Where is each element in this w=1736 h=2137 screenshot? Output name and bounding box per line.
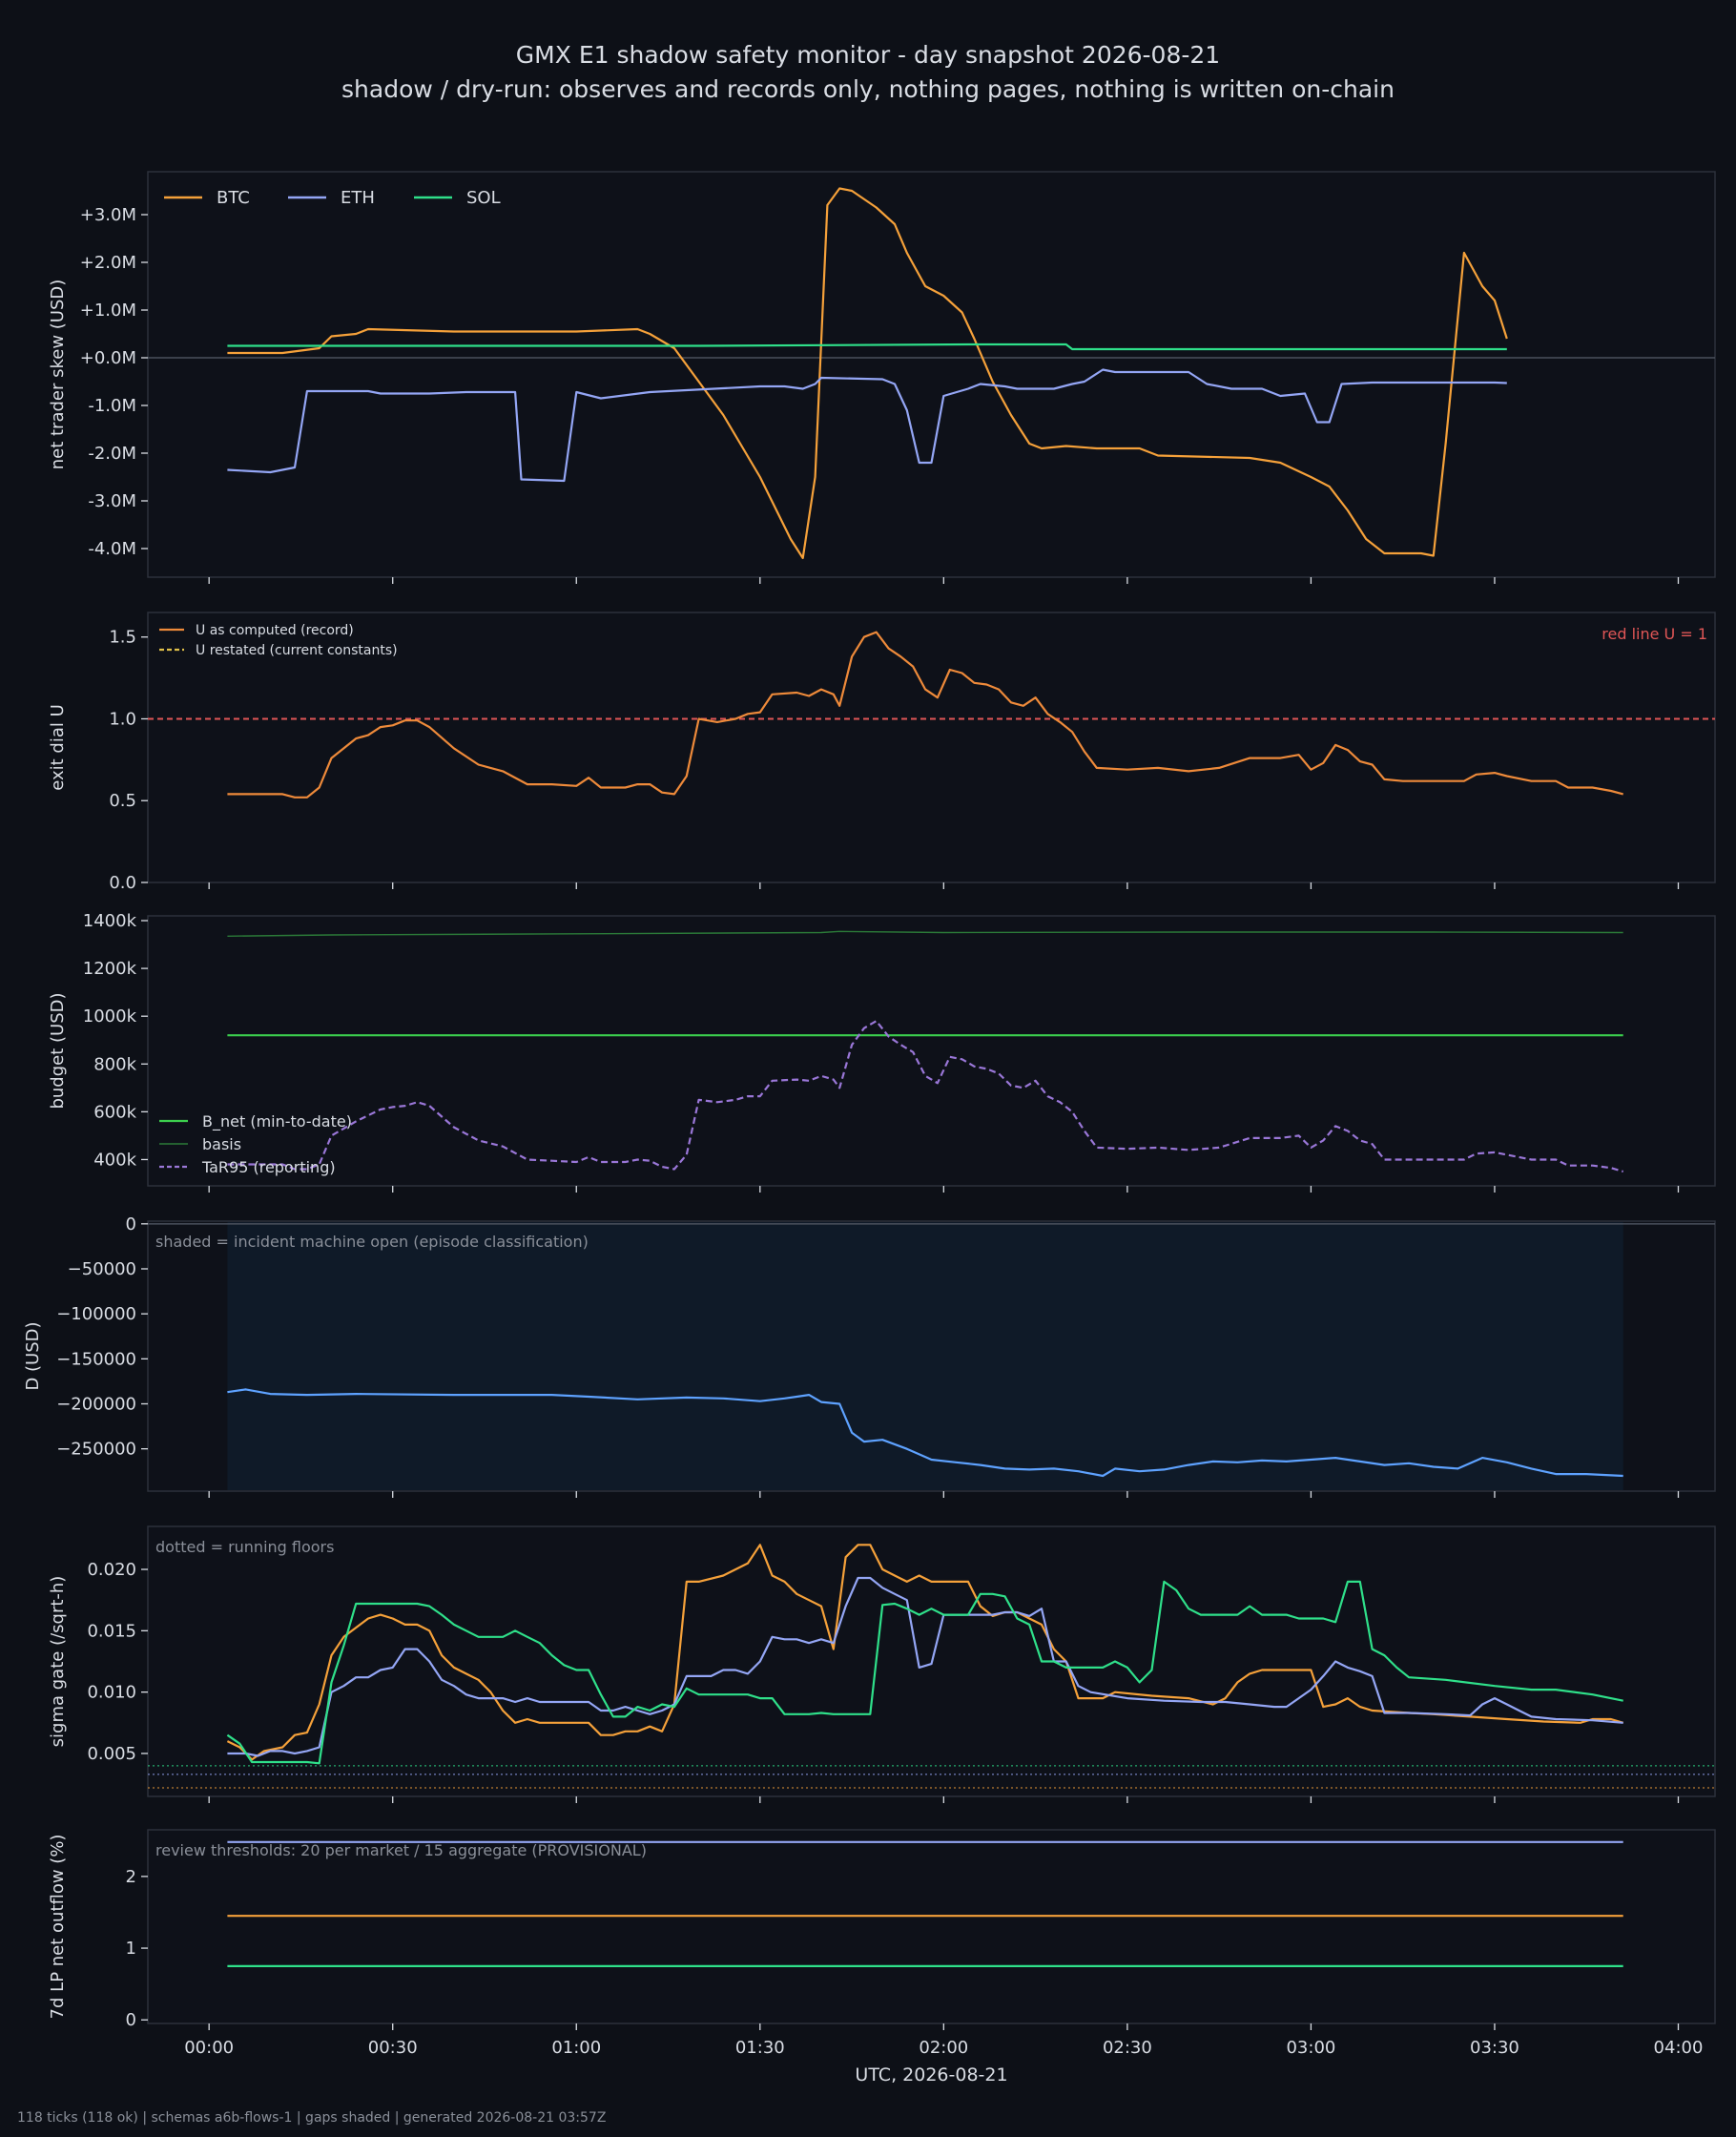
y-tick-label: −200000 <box>56 1394 136 1414</box>
series-line-eth <box>227 368 1507 483</box>
x-tick-label: 02:00 <box>919 2038 968 2058</box>
legend-label: SOL <box>466 188 501 208</box>
panel-budget: 400k 600k 800k 1000k 1200k 1400k budget (USD) B… <box>48 911 1716 1193</box>
y-axis-label: exit dial U <box>48 704 68 791</box>
panel-lp-outflow: 0 1 2 7d LP net outflow (%) review threshold… <box>48 1829 1716 2030</box>
red-line-annotation: red line U = 1 <box>1602 625 1707 643</box>
y-axis-label: budget (USD) <box>48 992 68 1109</box>
y-tick-label: 0.020 <box>87 1560 136 1580</box>
x-axis-label: UTC, 2026-08-21 <box>855 2064 1007 2085</box>
series-line-basis <box>227 930 1623 937</box>
panel-frame <box>147 1829 1716 2024</box>
legend-label: U as computed (record) <box>196 623 354 638</box>
legend-label: basis <box>202 1135 241 1153</box>
x-tick-label: 01:00 <box>551 2038 601 2058</box>
panel-frame <box>147 171 1716 578</box>
legend-label: BTC <box>217 188 250 208</box>
y-tick-label: 0 <box>126 2010 136 2030</box>
x-tick-label: 03:30 <box>1470 2038 1519 2058</box>
footer-status: 118 ticks (118 ok) | schemas a6b-flows-1… <box>17 2110 607 2126</box>
y-tick-label: -1.0M <box>88 396 136 416</box>
y-tick-label: -2.0M <box>88 444 136 464</box>
y-tick-label: 0.005 <box>87 1744 136 1764</box>
y-tick-label: -4.0M <box>88 539 136 559</box>
chart-subtitle: shadow / dry-run: observes and records o… <box>341 75 1395 103</box>
series-line-u-as-computed-record- <box>227 631 1623 799</box>
y-tick-label: 0.010 <box>87 1683 136 1703</box>
panel-d: 0 −50000 −100000 −150000 −200000 −250000 D (US… <box>23 1214 1716 1498</box>
y-tick-label: +0.0M <box>80 348 136 368</box>
panel-sigma-gate: 0.005 0.010 0.015 0.020 sigma gate (/sqrt-h)… <box>48 1525 1716 1803</box>
series-line-sol <box>227 342 1507 351</box>
y-tick-label: 0 <box>126 1214 136 1234</box>
y-tick-label: −100000 <box>56 1304 136 1324</box>
panel-frame <box>147 612 1716 883</box>
y-tick-label: −50000 <box>68 1259 136 1279</box>
y-tick-label: 400k <box>93 1150 136 1170</box>
panel-annotation: review thresholds: 20 per market / 15 ag… <box>155 1841 647 1859</box>
y-tick-label: 600k <box>93 1102 136 1122</box>
series-line-eth <box>227 1576 1623 1757</box>
series-line-btc <box>226 1544 1624 1761</box>
x-tick-label: 02:30 <box>1103 2038 1152 2058</box>
legend-label: U restated (current constants) <box>196 643 398 658</box>
x-tick-label: 00:00 <box>184 2038 234 2058</box>
x-tick-label: 01:30 <box>735 2038 785 2058</box>
y-tick-label: 1200k <box>83 959 137 979</box>
y-tick-label: 1.0 <box>109 709 136 729</box>
y-tick-label: 2 <box>126 1867 136 1887</box>
legend-label: TaR95 (reporting) <box>201 1158 336 1176</box>
y-tick-label: +3.0M <box>80 205 136 225</box>
series-line-d <box>227 1388 1623 1478</box>
x-tick-label: 00:30 <box>368 2038 418 2058</box>
y-tick-label: 1400k <box>83 911 137 931</box>
panel-annotation: dotted = running floors <box>155 1538 334 1556</box>
y-tick-label: −150000 <box>56 1349 136 1369</box>
series-line-sol <box>226 1580 1623 1765</box>
y-tick-label: 0.5 <box>109 791 136 811</box>
y-tick-label: 0.0 <box>109 873 136 893</box>
incident-shading <box>227 1222 1623 1490</box>
y-tick-label: 1000k <box>83 1006 137 1027</box>
legend-label: ETH <box>341 188 375 208</box>
y-tick-label: +1.0M <box>80 301 136 321</box>
panel-annotation: shaded = incident machine open (episode … <box>155 1233 589 1251</box>
panel-skew: +3.0M +2.0M +1.0M +0.0M -1.0M -2.0M -3.0M -4.0M… <box>48 171 1716 584</box>
chart-title-block: GMX E1 shadow safety monitor - day snaps… <box>0 38 1736 107</box>
x-tick-label: 04:00 <box>1654 2038 1704 2058</box>
series-line-btc <box>227 187 1508 560</box>
x-axis: 00:00 00:30 01:00 01:30 02:00 02:30 03:00 03:30… <box>184 2038 1703 2085</box>
panel-exit-dial: 0.0 0.5 1.0 1.5 exit dial U red line U = 1 U a… <box>48 612 1716 893</box>
x-tick-label: 03:00 <box>1286 2038 1335 2058</box>
y-axis-label: D (USD) <box>23 1321 43 1390</box>
y-axis-label: 7d LP net outflow (%) <box>48 1835 68 2020</box>
y-tick-label: +2.0M <box>80 253 136 273</box>
y-axis-label: net trader skew (USD) <box>48 280 68 470</box>
panel-frame <box>147 915 1716 1187</box>
y-tick-label: 800k <box>93 1054 136 1074</box>
y-tick-label: 0.015 <box>87 1621 136 1641</box>
y-tick-label: 1 <box>126 1939 136 1959</box>
y-axis-label: sigma gate (/sqrt-h) <box>48 1576 68 1748</box>
series-line-tar95-reporting- <box>227 1020 1624 1173</box>
legend-label: B_net (min-to-date) <box>202 1112 352 1131</box>
y-tick-label: −250000 <box>56 1440 136 1460</box>
y-tick-label: 1.5 <box>109 628 136 648</box>
chart-title: GMX E1 shadow safety monitor - day snaps… <box>515 41 1221 69</box>
y-tick-label: -3.0M <box>88 491 136 511</box>
